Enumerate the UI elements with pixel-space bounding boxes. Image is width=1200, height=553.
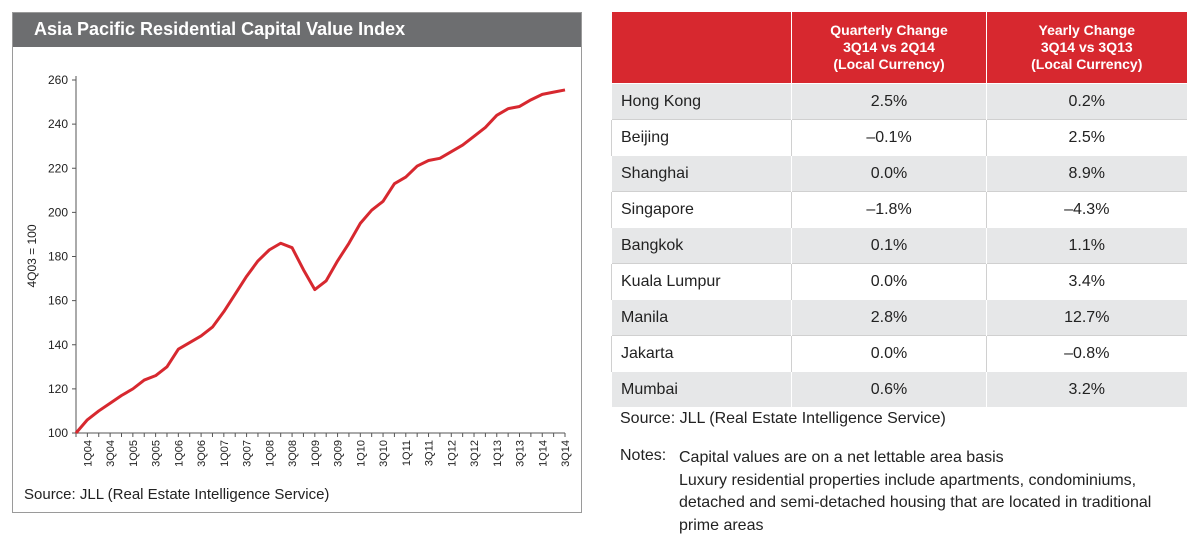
- x-tick-label: 1Q14: [537, 440, 549, 467]
- y-tick-label: 220: [48, 161, 68, 175]
- y-tick-label: 260: [48, 73, 68, 87]
- city-cell: Singapore: [611, 191, 792, 228]
- x-tick-label: 3Q05: [151, 440, 163, 467]
- table-cell: 3.4%: [986, 263, 1187, 300]
- header-line: (Local Currency): [1031, 56, 1143, 72]
- column-header: Yearly Change 3Q14 vs 3Q13 (Local Currency…: [986, 12, 1187, 84]
- table-cell: 0.6%: [791, 371, 987, 407]
- city-cell: Mumbai: [611, 371, 792, 407]
- x-tick-label: 1Q04: [82, 440, 94, 467]
- x-tick-label: 1Q08: [264, 440, 276, 467]
- city-cell: Shanghai: [611, 155, 792, 192]
- table-row: Shanghai 0.0% 8.9%: [611, 155, 1187, 192]
- table-cell: 2.8%: [791, 299, 987, 336]
- note-line: Luxury residential properties include ap…: [679, 471, 1137, 489]
- notes: Capital values are on a net lettable are…: [679, 447, 1151, 537]
- table-cell: 2.5%: [791, 83, 987, 120]
- y-axis-label: 4Q03 = 100: [25, 224, 39, 287]
- city-cell: Hong Kong: [611, 83, 792, 120]
- x-tick-label: 3Q13: [515, 440, 527, 467]
- table-row: Bangkok 0.1% 1.1%: [611, 227, 1187, 264]
- x-tick-label: 1Q05: [128, 440, 140, 467]
- note-line: detached and semi-detached housing that …: [679, 494, 1152, 511]
- table-cell: –4.3%: [986, 191, 1187, 228]
- title-bar: [13, 13, 581, 47]
- table-row: Kuala Lumpur 0.0% 3.4%: [611, 263, 1187, 300]
- data-table: Quarterly Change 3Q14 vs 2Q14 (Local Curre…: [611, 12, 1187, 407]
- table-cell: –0.8%: [986, 335, 1187, 372]
- x-tick-label: 3Q11: [424, 440, 436, 466]
- x-tick-label: 3Q12: [469, 440, 481, 467]
- x-tick-label: 3Q10: [378, 440, 390, 467]
- table-cell: 3.2%: [986, 371, 1187, 407]
- table-row: Manila 2.8% 12.7%: [611, 299, 1187, 336]
- x-tick-label: 1Q12: [446, 440, 458, 467]
- table-cell: 2.5%: [986, 119, 1187, 156]
- table-cell: 0.0%: [791, 263, 987, 300]
- chart-title: Asia Pacific Residential Capital Value I…: [34, 19, 405, 39]
- header-line: 3Q14 vs 2Q14: [843, 39, 935, 55]
- table-cell: 0.0%: [791, 155, 987, 192]
- city-cell: Kuala Lumpur: [611, 263, 792, 300]
- table-cell: –1.8%: [791, 191, 987, 228]
- x-tick-label: 3Q04: [105, 440, 117, 467]
- chart-panel: [12, 12, 582, 513]
- table-row: Jakarta 0.0% –0.8%: [611, 335, 1187, 372]
- table-source: Source: JLL (Real Estate Intelligence Se…: [620, 410, 946, 427]
- table-cell: –0.1%: [791, 119, 987, 156]
- index-line: [74, 88, 566, 434]
- table-row: Mumbai 0.6% 3.2%: [611, 371, 1187, 407]
- header-line: (Local Currency): [833, 56, 945, 72]
- x-tick-label: 1Q10: [355, 440, 367, 467]
- x-tick-label: 1Q07: [219, 440, 231, 467]
- city-cell: Beijing: [611, 119, 792, 156]
- y-tick-label: 200: [48, 205, 68, 219]
- x-tick-label: 1Q11: [401, 440, 413, 466]
- x-tick-label: 3Q06: [196, 440, 208, 467]
- table-cell: 0.0%: [791, 335, 987, 372]
- y-tick-label: 100: [48, 426, 68, 440]
- table-cell: 0.1%: [791, 227, 987, 264]
- city-cell: Jakarta: [611, 335, 792, 372]
- y-tick-label: 160: [48, 294, 68, 308]
- x-tick-label: 3Q08: [287, 440, 299, 467]
- x-tick-label: 3Q09: [333, 440, 345, 467]
- note-line: Capital values are on a net lettable are…: [679, 449, 1004, 466]
- note-line: prime areas: [679, 516, 764, 534]
- table-row: Hong Kong 2.5% 0.2%: [611, 83, 1187, 120]
- header-line: Yearly Change: [1038, 22, 1136, 38]
- city-cell: Manila: [611, 299, 792, 336]
- table-cell: 8.9%: [986, 155, 1187, 192]
- y-tick-label: 140: [48, 338, 68, 352]
- header-corner: [611, 12, 792, 84]
- x-tick-label: 1Q06: [173, 440, 185, 467]
- chart-source: Source: JLL (Real Estate Intelligence Se…: [24, 486, 329, 503]
- table-cell: 0.2%: [986, 83, 1187, 120]
- city-cell: Bangkok: [611, 227, 792, 264]
- x-tick-label: 1Q09: [310, 440, 322, 467]
- header-line: Quarterly Change: [830, 22, 948, 38]
- x-tick-label: 3Q14: [560, 440, 572, 467]
- chart: Asia Pacific Residential Capital Value I…: [13, 13, 581, 503]
- table-row: Singapore –1.8% –4.3%: [611, 191, 1187, 228]
- table-cell: 1.1%: [986, 227, 1187, 264]
- y-tick-label: 120: [48, 382, 68, 396]
- column-header: Quarterly Change 3Q14 vs 2Q14 (Local Curre…: [791, 12, 987, 84]
- header-row: Quarterly Change 3Q14 vs 2Q14 (Local Curre…: [611, 12, 1187, 84]
- table-cell: 12.7%: [986, 299, 1187, 336]
- notes-label: Notes:: [620, 447, 667, 464]
- table-row: Beijing –0.1% 2.5%: [611, 119, 1187, 156]
- y-tick-label: 180: [48, 250, 68, 264]
- y-tick-label: 240: [48, 117, 68, 131]
- x-tick-label: 3Q07: [242, 440, 254, 467]
- header-line: 3Q14 vs 3Q13: [1040, 39, 1133, 55]
- x-tick-label: 1Q13: [492, 440, 504, 467]
